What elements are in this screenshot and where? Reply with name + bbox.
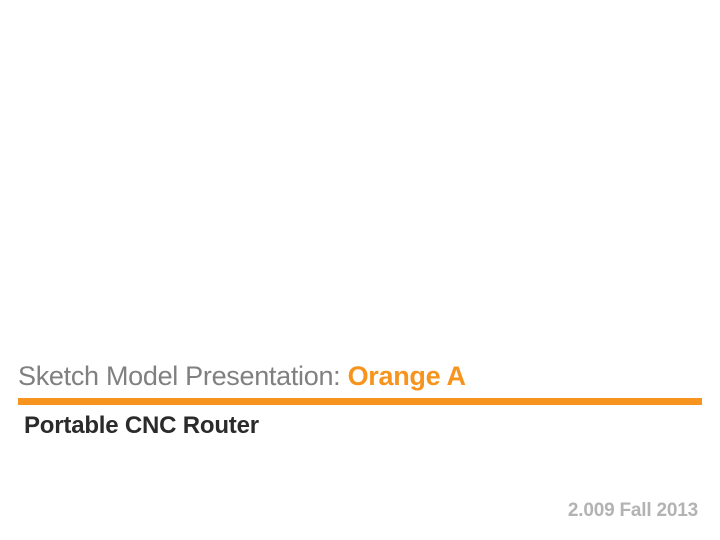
- accent-divider: [18, 398, 702, 405]
- title-block: Sketch Model Presentation: Orange A: [18, 362, 702, 405]
- title-prefix: Sketch Model Presentation:: [18, 361, 348, 391]
- project-subtitle: Portable CNC Router: [24, 412, 259, 440]
- slide: Sketch Model Presentation: Orange A Port…: [0, 0, 720, 540]
- course-footer: 2.009 Fall 2013: [568, 500, 698, 522]
- presentation-title: Sketch Model Presentation: Orange A: [18, 362, 702, 392]
- title-team-name: Orange A: [348, 361, 466, 391]
